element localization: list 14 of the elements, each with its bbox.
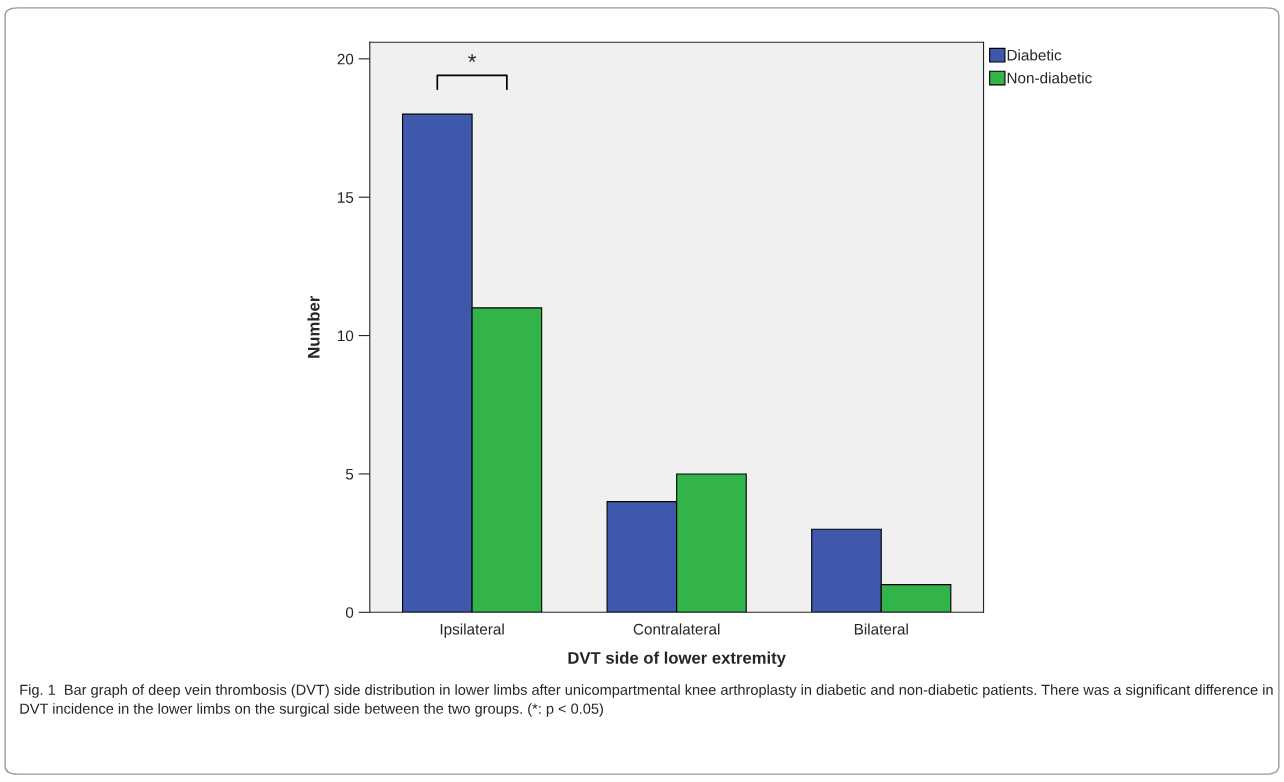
- x-tick-label: Contralateral: [633, 623, 720, 635]
- y-tick-label: 20: [337, 53, 354, 65]
- y-tick-label: 15: [337, 192, 354, 203]
- y-axis-title: Number: [307, 296, 320, 358]
- x-axis-title: DVT side of lower extremity: [568, 651, 786, 668]
- y-tick-label: 10: [337, 330, 354, 342]
- y-tick-label: 5: [345, 468, 354, 480]
- caption: Fig. 1 Bar graph of deep vein thrombosis (DVT) side distribution in lower limbs after unicompartmental knee arthroplasty in diabetic and non-diabetic patients. There was a significant difference in DVT incidence in the lower limbs on the surgical side between the two groups. (*: p < 0.05): [20, 684, 1273, 717]
- x-tick-label: Bilateral: [854, 623, 908, 635]
- annotation: *: [468, 54, 477, 62]
- legend-label: Diabetic: [1007, 49, 1062, 61]
- x-tick-label: Ipsilateral: [440, 623, 504, 638]
- y-tick-label: 0: [345, 607, 354, 618]
- legend-label: Non-diabetic: [1007, 72, 1092, 84]
